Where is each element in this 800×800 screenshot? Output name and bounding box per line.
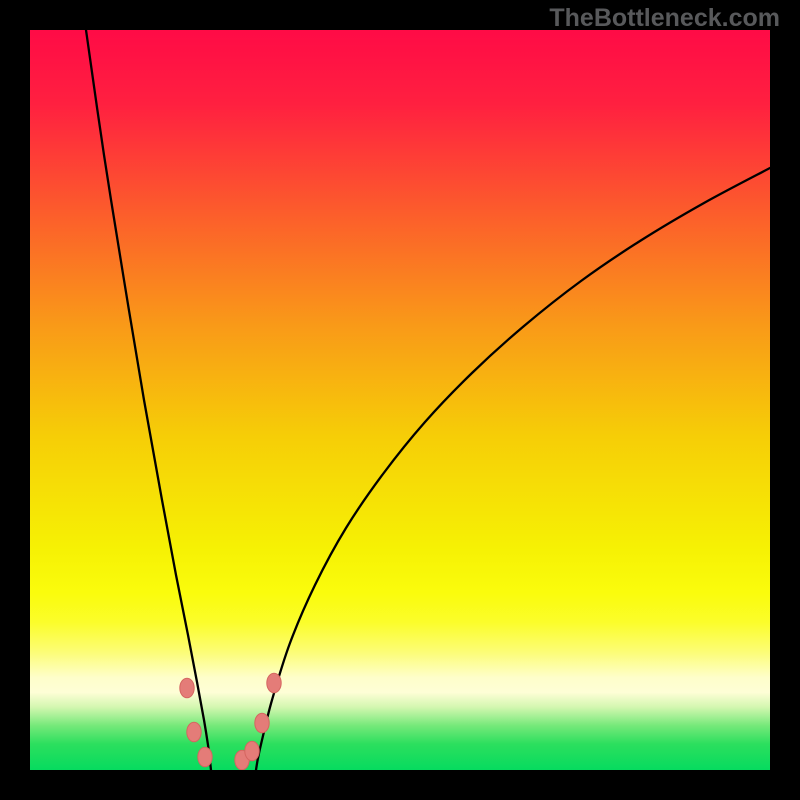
plot-area [30, 30, 770, 770]
marker-group [180, 673, 281, 770]
curve-svg-layer [30, 30, 770, 770]
watermark-text: TheBottleneck.com [549, 4, 780, 33]
marker-dot [255, 713, 269, 733]
marker-dot [180, 678, 194, 698]
bottleneck-curve-right [256, 168, 770, 770]
marker-dot [187, 722, 201, 742]
marker-dot [245, 741, 259, 761]
marker-dot [198, 747, 212, 767]
marker-dot [267, 673, 281, 693]
canvas-container: TheBottleneck.com [0, 0, 800, 800]
bottleneck-curve-left [86, 30, 211, 770]
